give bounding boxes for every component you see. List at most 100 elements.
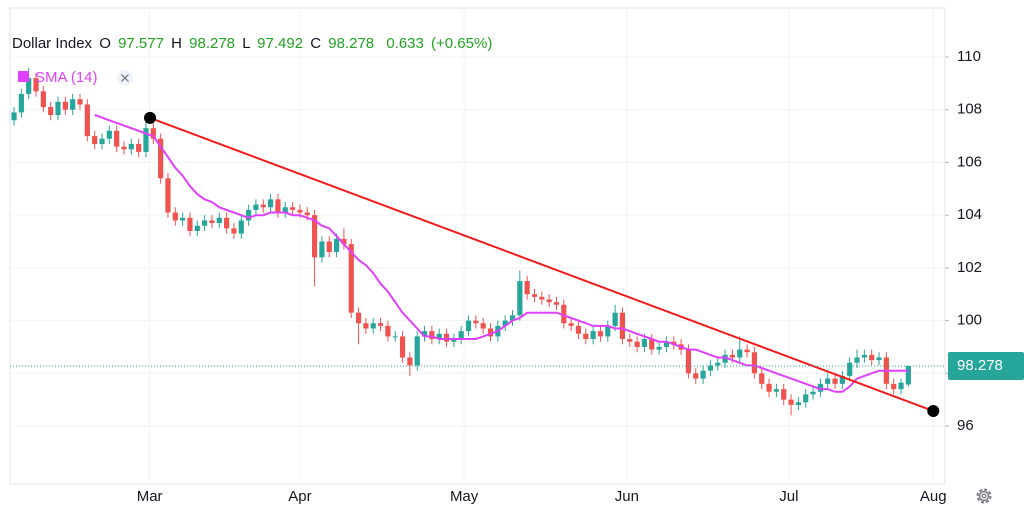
candle-body xyxy=(795,402,801,405)
candle-body xyxy=(92,136,98,144)
candle-body xyxy=(627,339,633,342)
candle-body xyxy=(663,341,670,347)
remove-indicator-button[interactable] xyxy=(117,70,133,86)
header: Dollar Index O 97.577 H 98.278 L 97.492 … xyxy=(12,35,492,52)
candle-body xyxy=(605,325,611,337)
candle-body xyxy=(187,217,193,231)
candle-body xyxy=(370,323,376,329)
candle-body xyxy=(429,331,435,340)
candle-body xyxy=(355,312,362,324)
candle-body xyxy=(304,212,310,216)
candle-body xyxy=(891,383,897,390)
candle-body xyxy=(531,294,538,297)
candle-body xyxy=(421,331,428,337)
candle-body xyxy=(84,104,90,137)
candle-body xyxy=(861,354,867,358)
candle-body xyxy=(209,220,215,224)
candle-body xyxy=(465,320,472,332)
candle-body xyxy=(150,128,156,139)
y-tick-label: 102 xyxy=(957,259,982,276)
candle-body xyxy=(487,328,494,337)
candle-body xyxy=(333,238,340,253)
x-tick-label: Jun xyxy=(615,488,639,505)
trend-line xyxy=(149,116,934,412)
candle-body xyxy=(839,375,845,384)
candle-body xyxy=(33,78,39,92)
candle-body xyxy=(612,312,618,326)
candle-body xyxy=(781,389,787,400)
candle-body xyxy=(341,238,347,245)
candle-body xyxy=(121,146,127,150)
candle-body xyxy=(517,281,523,316)
y-tick-label: 104 xyxy=(957,206,982,223)
candle-body xyxy=(458,331,464,340)
candle-body xyxy=(231,228,237,234)
candle-body xyxy=(216,217,222,224)
candle-body xyxy=(253,204,259,210)
candle-body xyxy=(619,312,626,340)
candle-body xyxy=(172,212,178,221)
candle-body xyxy=(832,378,838,384)
change-percent: (+0.65%) xyxy=(431,35,492,52)
candle-body xyxy=(817,383,823,392)
candle-body xyxy=(143,128,149,152)
close-label: C xyxy=(310,35,321,52)
candle-body xyxy=(11,112,17,121)
candle-body xyxy=(759,373,765,384)
candle-body xyxy=(715,362,721,366)
last-price-label: 98.278 xyxy=(957,357,1003,374)
candle-body xyxy=(319,241,325,258)
candle-body xyxy=(238,220,244,234)
candle-body xyxy=(737,349,743,358)
low-label: L xyxy=(242,35,250,52)
x-tick-label: Jul xyxy=(779,488,798,505)
candle-body xyxy=(509,315,516,321)
candle-body xyxy=(568,323,574,326)
candle-body xyxy=(443,333,450,342)
candle-body xyxy=(326,241,332,253)
candle-body xyxy=(180,217,186,221)
candle-body xyxy=(48,107,54,116)
candle-body xyxy=(641,339,648,347)
y-tick-label: 96 xyxy=(957,417,974,434)
settings-gear[interactable] xyxy=(976,488,992,504)
candle-body xyxy=(729,354,736,358)
candle-body xyxy=(451,339,457,342)
open-label: O xyxy=(99,35,111,52)
candle-body xyxy=(847,362,853,376)
candle-body xyxy=(810,391,816,395)
candle-body xyxy=(583,333,589,340)
candle-body xyxy=(473,320,479,324)
open-value: 97.577 xyxy=(118,35,164,52)
candle-body xyxy=(788,399,794,405)
candle-body xyxy=(854,357,860,363)
candle-body xyxy=(744,349,750,353)
x-tick-label: May xyxy=(450,488,479,505)
change-value: 0.633 xyxy=(386,35,424,52)
close-value: 98.278 xyxy=(328,35,374,52)
candle-body xyxy=(876,357,882,361)
candle-body xyxy=(246,209,252,221)
high-label: H xyxy=(171,35,182,52)
candle-body xyxy=(722,354,728,363)
candle-body xyxy=(62,101,68,110)
candle-body xyxy=(377,323,384,326)
candle-body xyxy=(524,281,530,295)
candle-body xyxy=(114,130,120,147)
candle-body xyxy=(165,178,171,213)
candle-body xyxy=(224,217,230,229)
candle-body xyxy=(561,304,567,324)
candle-body xyxy=(55,101,61,116)
candle-body xyxy=(311,215,318,258)
candle-body xyxy=(656,346,662,350)
candle-body xyxy=(99,138,105,144)
candle-body xyxy=(707,365,714,371)
candle-body xyxy=(18,93,24,113)
candle-body xyxy=(671,341,677,345)
candle-body xyxy=(77,99,83,105)
plot-frame xyxy=(9,7,946,485)
candle-body xyxy=(869,354,875,361)
candle-body xyxy=(26,78,32,94)
candle-body xyxy=(649,339,655,350)
